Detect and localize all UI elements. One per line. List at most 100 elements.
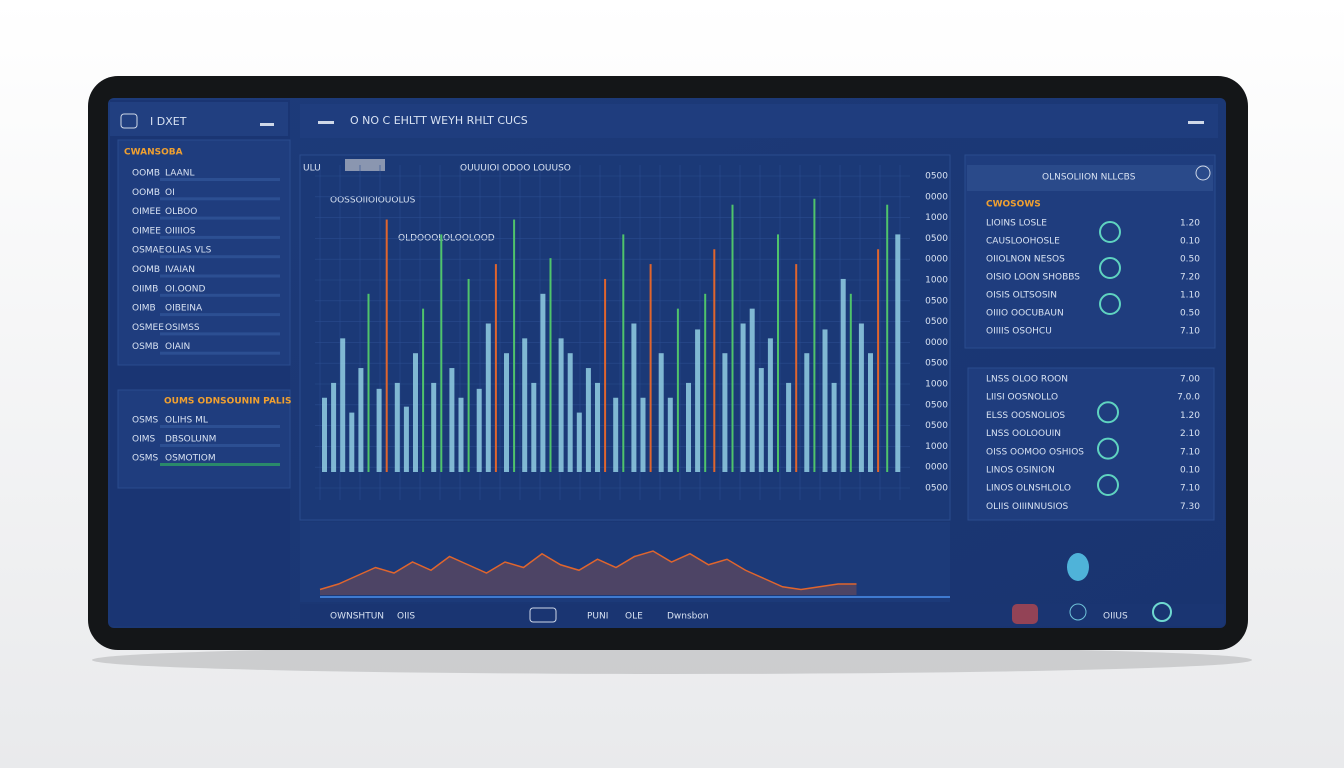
bar: [840, 278, 846, 472]
row-label: CAUSLOOHOSLE: [986, 237, 1060, 247]
bar: [722, 353, 728, 472]
bar: [676, 308, 679, 472]
y-tick-label: 0500: [925, 296, 948, 306]
bar: [786, 382, 792, 472]
footer-label[interactable]: OIIS: [397, 612, 415, 622]
footer-label[interactable]: Dwnsbon: [667, 612, 709, 622]
row-value: 1.10: [1180, 291, 1200, 301]
row-label: OIIMB: [132, 284, 158, 294]
row-bar: [160, 235, 280, 239]
icon[interactable]: [1195, 165, 1211, 181]
row-bar: [160, 332, 280, 336]
row-value: 7.0.0: [1177, 393, 1200, 403]
bar: [822, 329, 828, 472]
panel-heading: CWOSOWS: [986, 200, 1041, 210]
bar: [476, 388, 482, 472]
footer-icon[interactable]: [1012, 604, 1038, 624]
bar: [658, 353, 664, 472]
row-value: OSMOTIOM: [165, 454, 216, 464]
footer-icon[interactable]: [1152, 602, 1172, 622]
row-value: 0.10: [1180, 466, 1200, 476]
bar: [522, 338, 528, 472]
footer-label[interactable]: OLE: [625, 612, 643, 622]
bar: [595, 382, 600, 472]
row-value: IVAIAN: [165, 265, 195, 275]
bar: [695, 329, 701, 472]
bar: [686, 382, 691, 472]
bar: [513, 219, 516, 472]
bar: [868, 353, 873, 472]
row-label: OOMB: [132, 188, 160, 198]
chart-toggle[interactable]: [345, 159, 385, 171]
footer-icon[interactable]: [529, 607, 557, 623]
bar: [494, 264, 497, 472]
bar: [777, 234, 779, 472]
row-value: OLIHS ML: [165, 416, 208, 426]
status-icon[interactable]: [1099, 293, 1121, 315]
row-label: OIMB: [132, 304, 156, 314]
sidebar-header: [110, 102, 288, 136]
status-icon[interactable]: [1097, 437, 1119, 460]
row-label: OIMEE: [132, 226, 161, 236]
bar: [349, 412, 355, 472]
menu-icon[interactable]: [1188, 121, 1204, 124]
footer-label[interactable]: OWNSHTUN: [330, 612, 384, 622]
row-bar: [160, 255, 280, 259]
row-label: OISIS OLTSOSIN: [986, 291, 1057, 301]
y-tick-label: 0000: [925, 192, 948, 202]
row-label: LINOS OLNSHLOLO: [986, 484, 1071, 494]
row-label: OSMEE: [132, 323, 164, 333]
panel-top: OLNSOLIION NLLCBS: [1042, 173, 1136, 183]
bar: [585, 368, 591, 472]
y-tick-label: 0000: [925, 463, 948, 473]
bar: [713, 249, 716, 472]
row-bar: [160, 293, 280, 297]
y-tick-label: 0500: [925, 484, 948, 494]
footer-label[interactable]: PUNI: [587, 612, 608, 622]
bar: [567, 353, 573, 472]
row-value: 7.30: [1180, 502, 1200, 512]
status-icon[interactable]: [1099, 221, 1121, 243]
panel-heading: CWANSOBA: [124, 148, 183, 158]
row-value: OSIMSS: [165, 323, 200, 333]
row-label: OISIO LOON SHOBBS: [986, 273, 1080, 283]
row-label: LIISI OOSNOLLO: [986, 393, 1058, 403]
bar: [340, 338, 346, 472]
app-title: I DXET: [150, 115, 187, 128]
bar: [667, 397, 673, 472]
row-label: OSMB: [132, 342, 159, 352]
bar: [767, 338, 773, 472]
y-tick-label: 0000: [925, 255, 948, 265]
row-label: OIIIIS OSOHCU: [986, 327, 1052, 337]
bar: [367, 293, 370, 472]
row-value: 7.20: [1180, 273, 1200, 283]
row-value: LAANL: [165, 169, 195, 179]
right-panel-header: [967, 165, 1213, 191]
bar: [504, 353, 509, 472]
footer-label[interactable]: OIIUS: [1103, 612, 1128, 622]
bar: [576, 412, 582, 472]
bar: [449, 368, 455, 472]
row-value: 0.50: [1180, 309, 1200, 319]
y-tick-label: 0500: [925, 359, 948, 369]
menu-icon[interactable]: [318, 121, 334, 124]
row-label: OSMS: [132, 416, 159, 426]
row-label: ELSS OOSNOLIOS: [986, 411, 1065, 421]
row-label: OSMAE: [132, 246, 165, 256]
y-tick-label: 0500: [925, 421, 948, 431]
trend-line: [319, 550, 857, 591]
bar: [531, 382, 537, 472]
row-value: 7.10: [1180, 327, 1200, 337]
bar: [540, 293, 546, 472]
status-icon[interactable]: [1097, 474, 1119, 496]
footer-icon[interactable]: [1069, 603, 1087, 621]
status-icon[interactable]: [1099, 257, 1121, 279]
y-tick-label: 0500: [925, 172, 948, 182]
menu-icon[interactable]: [260, 123, 274, 126]
row-bar: [160, 425, 280, 428]
bar: [467, 278, 470, 472]
bar: [804, 353, 810, 472]
chart-caption: ULU: [303, 164, 321, 174]
status-icon[interactable]: [1097, 401, 1119, 424]
bar: [886, 204, 889, 472]
